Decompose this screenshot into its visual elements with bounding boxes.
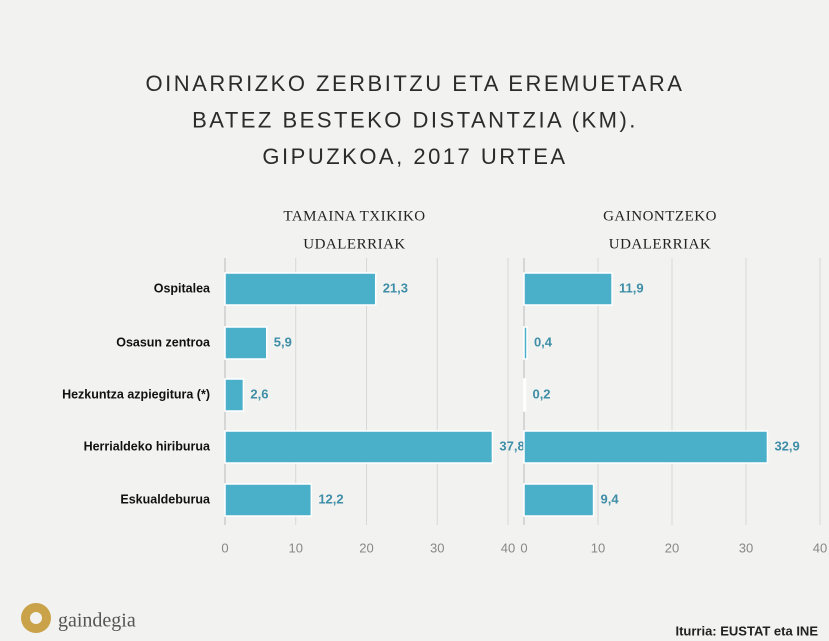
value-label: 5,9 <box>274 334 292 349</box>
x-tick-label: 0 <box>221 540 228 555</box>
value-label: 21,3 <box>383 280 408 295</box>
category-label: Hezkuntza azpiegitura (*) <box>62 387 210 401</box>
category-label: Eskualdeburua <box>120 492 211 506</box>
x-tick-label: 20 <box>359 540 373 555</box>
logo-text: gaindegia <box>58 610 136 632</box>
chart-title: OINARRIZKO ZERBITZU ETA EREMUETARA <box>146 71 685 96</box>
panel-title: GAINONTZEKO <box>603 208 717 224</box>
logo: gaindegia <box>21 603 136 633</box>
bar <box>523 378 527 412</box>
x-tick-label: 40 <box>501 540 515 555</box>
x-tick-label: 20 <box>665 540 679 555</box>
panel-title: UDALERRIAK <box>303 236 406 252</box>
category-label: Ospitalea <box>154 281 211 295</box>
value-label: 0,2 <box>532 386 550 401</box>
bar <box>224 483 313 517</box>
bar <box>224 430 494 464</box>
category-label: Herrialdeko hiriburua <box>84 439 211 453</box>
bar <box>523 326 528 360</box>
bar <box>224 326 268 360</box>
value-label: 37,8 <box>499 438 524 453</box>
value-label: 9,4 <box>601 491 620 506</box>
x-tick-label: 10 <box>591 540 605 555</box>
value-label: 2,6 <box>250 386 268 401</box>
category-label: Osasun zentroa <box>116 335 211 349</box>
source: Iturria: EUSTAT eta INE <box>675 623 818 638</box>
bar <box>523 272 613 306</box>
value-label: 11,9 <box>619 280 644 295</box>
value-label: 0,4 <box>534 334 553 349</box>
value-label: 12,2 <box>318 491 343 506</box>
bar <box>224 378 245 412</box>
x-tick-label: 10 <box>289 540 303 555</box>
x-tick-label: 40 <box>813 540 827 555</box>
x-tick-label: 30 <box>430 540 444 555</box>
panel-title: UDALERRIAK <box>609 236 712 252</box>
x-tick-label: 0 <box>520 540 527 555</box>
x-tick-label: 30 <box>739 540 753 555</box>
bar <box>523 430 769 464</box>
chart-title: BATEZ BESTEKO DISTANTZIA (KM). <box>192 107 638 132</box>
value-label: 32,9 <box>774 438 799 453</box>
panel-title: TAMAINA TXIKIKO <box>283 208 425 224</box>
bar <box>224 272 377 306</box>
chart-title: GIPUZKOA, 2017 URTEA <box>262 144 567 169</box>
logo-icon-inner <box>30 612 42 624</box>
bar <box>523 483 595 517</box>
